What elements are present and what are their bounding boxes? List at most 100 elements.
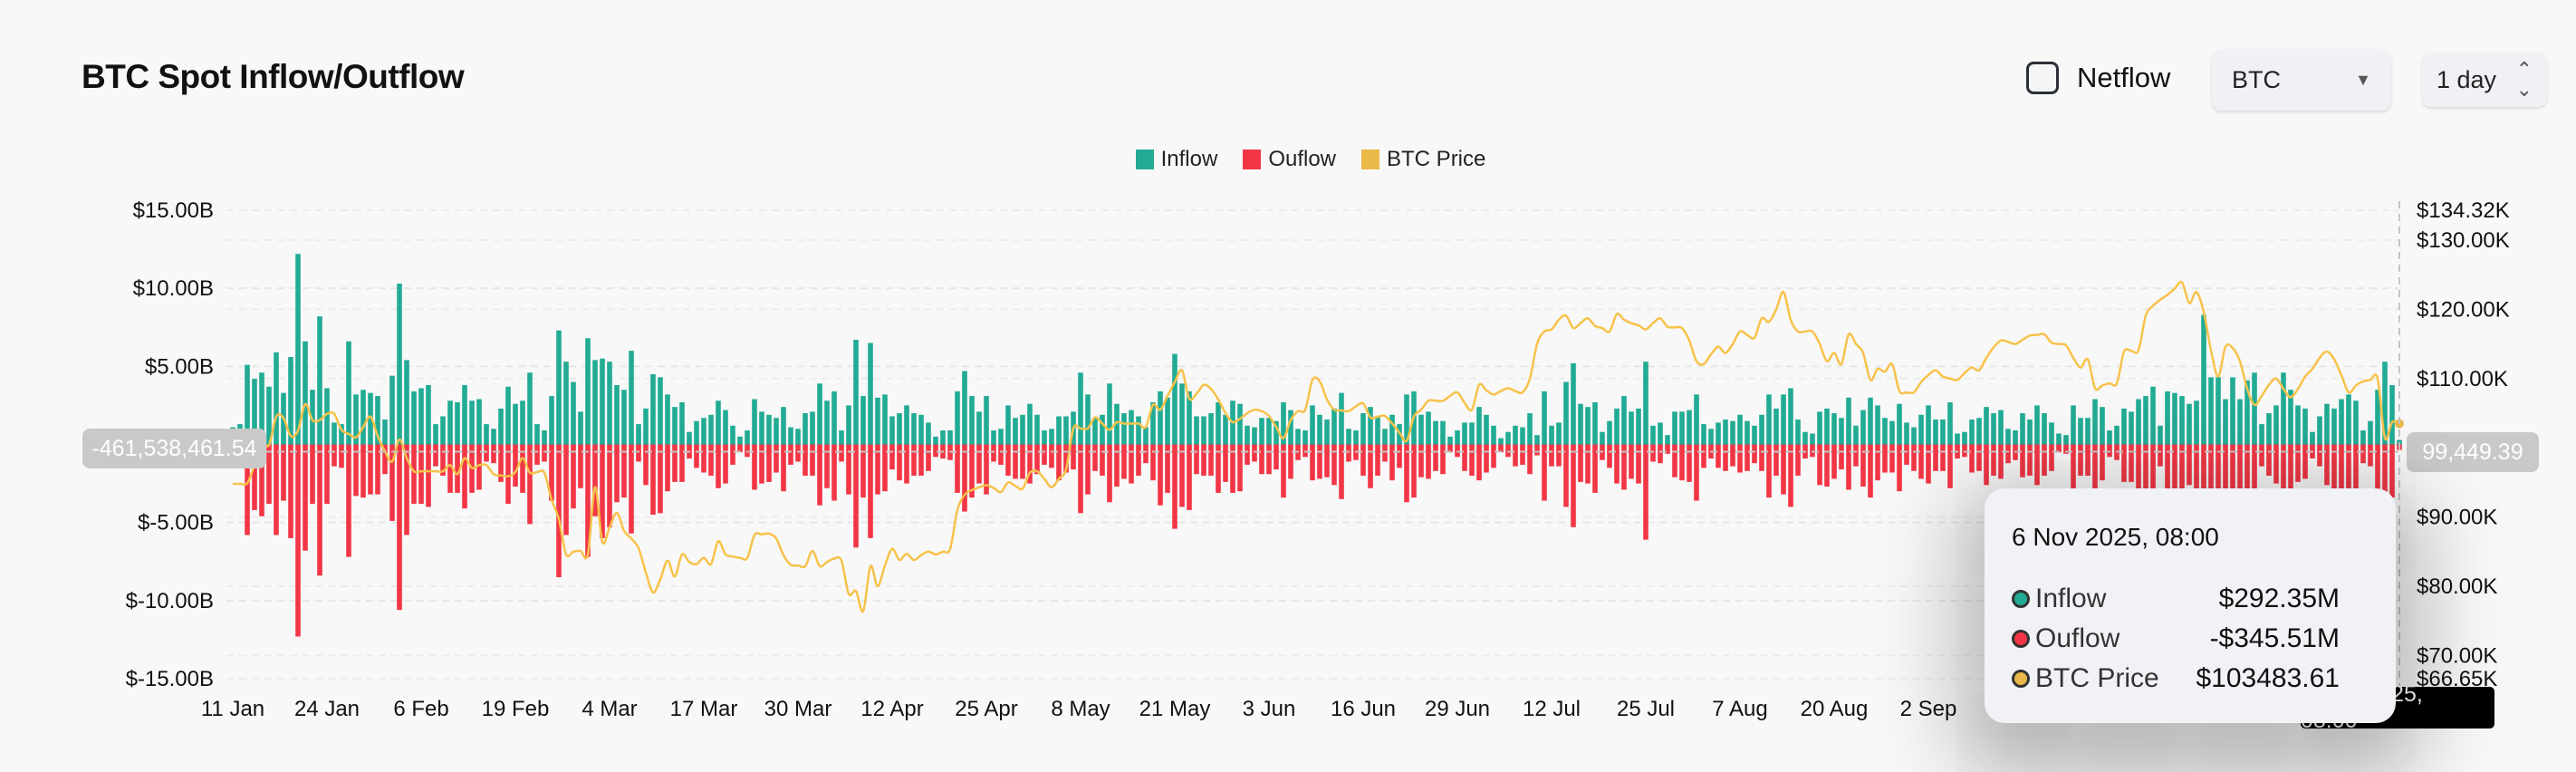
outflow-bar [1092,444,1098,471]
outflow-bar [1701,444,1706,468]
outflow-bar [1158,444,1163,506]
outflow-bar [759,444,764,484]
inflow-bar [2208,377,2214,445]
outflow-bar [1505,444,1511,458]
inflow-bar [1121,413,1127,445]
inflow-bar [1795,419,1801,445]
inflow-bar [737,436,743,445]
inflow-bar [1078,372,1083,445]
inflow-bar [592,360,598,445]
inflow-bar [382,419,388,445]
inflow-bar [1302,429,1308,445]
inflow-bar [2143,396,2148,445]
outflow-bar [252,444,257,510]
outflow-bar [2034,444,2040,486]
inflow-bar [650,373,656,445]
outflow-bar [578,444,583,488]
outflow-bar [788,444,793,465]
outflow-bar [288,444,293,538]
inflow-bar [614,385,620,445]
inflow-bar [2382,362,2388,445]
outflow-bar [1773,444,1779,476]
inflow-bar [1585,407,1591,445]
inflow-bar [1440,420,1446,445]
outflow-bar [1049,444,1054,468]
inflow-bar [1042,429,1047,445]
inflow-bar [991,429,996,445]
inflow-bar [1375,416,1380,445]
interval-select[interactable]: 1 day ⌃ ⌄ [2422,53,2547,107]
inflow-bar [491,429,496,445]
inflow-bar [817,383,822,445]
legend-item-inflow[interactable]: Inflow [1135,147,1218,172]
inflow-bar [1346,429,1351,445]
outflow-bar [933,444,938,458]
inflow-bar [1281,401,1286,445]
outflow-bar [1962,444,1967,458]
inflow-bar [1136,416,1141,445]
outflow-bar [658,444,663,514]
inflow-bar [1621,396,1627,445]
inflow-bar [1716,422,1721,445]
inflow-bar [375,396,380,445]
inflow-bar [1600,431,1605,445]
inflow-bar [1491,425,1496,445]
inflow-bar [2114,425,2119,445]
inflow-bar [1063,416,1069,445]
outflow-bar [1368,444,1373,488]
outflow-bar [2223,444,2228,492]
inflow-bar [940,429,946,445]
inflow-bar [839,429,844,445]
inflow-bar [1013,418,1018,445]
outflow-bar [1860,444,1866,487]
outflow-bar [1788,444,1793,507]
outflow-bar [1208,444,1214,476]
inflow-bar [926,422,931,445]
legend-item-price[interactable]: BTC Price [1361,147,1485,172]
outflow-bar [1614,444,1620,484]
netflow-toggle[interactable]: Netflow [2026,62,2170,94]
legend-label: Inflow [1160,147,1218,171]
inflow-bar [2158,425,2163,445]
inflow-bar [2179,396,2185,445]
outflow-bar [1404,444,1409,503]
inflow-bar [2244,380,2250,445]
outflow-bar [1737,444,1743,473]
inflow-bar [1607,420,1612,445]
asset-select[interactable]: BTC ▼ [2212,49,2391,111]
outflow-bar [1360,444,1366,476]
inflow-bar [1679,411,1685,445]
netflow-checkbox[interactable] [2026,62,2059,94]
outflow-bar [397,444,402,611]
outflow-bar [2071,444,2076,492]
legend-item-outflow[interactable]: Ouflow [1243,147,1336,172]
outflow-bar [860,444,866,498]
outflow-bar [2063,444,2069,454]
inflow-bar [1614,408,1620,445]
outflow-bar [831,444,837,501]
outflow-bar [2375,444,2380,503]
outflow-bar [346,444,351,557]
outflow-bar [1585,444,1591,484]
x-tick-label: 8 May [1051,697,1110,721]
outflow-bar [1085,444,1091,495]
outflow-bar [803,444,808,476]
outflow-bar [1745,444,1750,471]
outflow-bar [1926,444,1931,484]
inflow-bar [2150,386,2156,445]
outflow-bar [1527,444,1533,475]
outflow-bar [868,444,873,538]
outflow-bar [1187,444,1192,510]
inflow-bar [332,422,337,445]
x-tick-label: 17 Mar [670,697,738,721]
inflow-bar [1534,435,1540,445]
outflow-bar [2353,444,2359,492]
outflow-bar [650,444,656,516]
outflow-bar [1172,444,1177,529]
inflow-bar [1288,410,1293,445]
inflow-bar [2187,403,2192,445]
outflow-bar [1643,444,1648,540]
inflow-bar [1382,429,1388,445]
outflow-bar [962,444,967,512]
outflow-bar [1679,444,1685,481]
